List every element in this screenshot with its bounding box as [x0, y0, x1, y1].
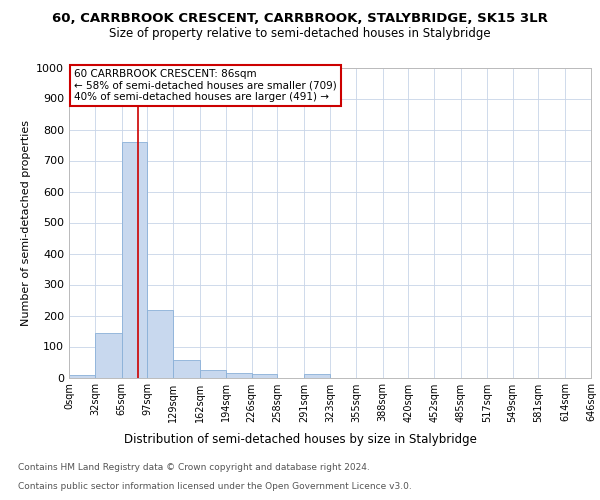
Text: Contains public sector information licensed under the Open Government Licence v3: Contains public sector information licen…	[18, 482, 412, 491]
Bar	[122, 142, 148, 378]
Bar	[173, 360, 200, 378]
Text: Size of property relative to semi-detached houses in Stalybridge: Size of property relative to semi-detach…	[109, 28, 491, 40]
Bar	[251, 374, 277, 378]
Y-axis label: Number of semi-detached properties: Number of semi-detached properties	[20, 120, 31, 326]
Bar	[226, 374, 251, 378]
Bar	[95, 332, 122, 378]
Bar	[69, 375, 95, 378]
Bar	[148, 310, 173, 378]
Text: 60, CARRBROOK CRESCENT, CARRBROOK, STALYBRIDGE, SK15 3LR: 60, CARRBROOK CRESCENT, CARRBROOK, STALY…	[52, 12, 548, 26]
Text: Distribution of semi-detached houses by size in Stalybridge: Distribution of semi-detached houses by …	[124, 432, 476, 446]
Text: Contains HM Land Registry data © Crown copyright and database right 2024.: Contains HM Land Registry data © Crown c…	[18, 464, 370, 472]
Text: 60 CARRBROOK CRESCENT: 86sqm
← 58% of semi-detached houses are smaller (709)
40%: 60 CARRBROOK CRESCENT: 86sqm ← 58% of se…	[74, 69, 337, 102]
Bar	[304, 374, 330, 378]
Bar	[200, 370, 226, 378]
